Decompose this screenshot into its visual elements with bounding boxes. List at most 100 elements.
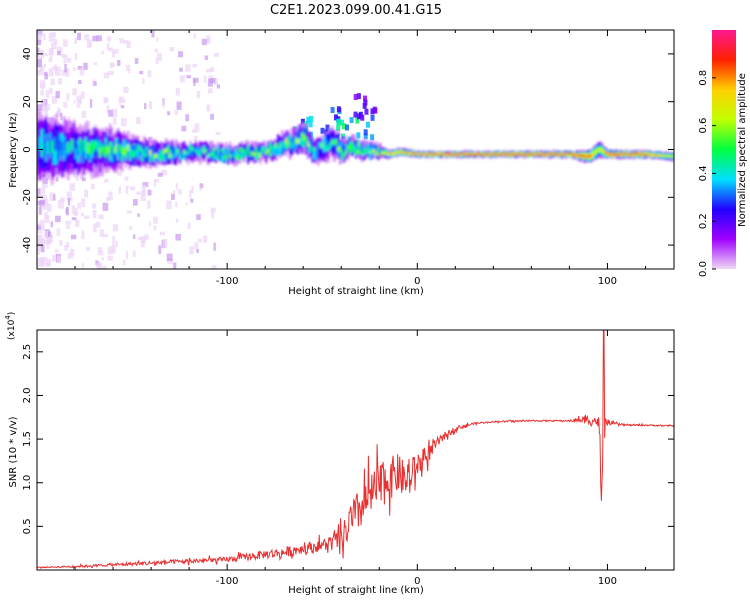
spectral-blob xyxy=(356,93,361,100)
noise-speck xyxy=(48,87,53,94)
noise-speck xyxy=(44,230,49,239)
noise-speck xyxy=(144,103,147,110)
noise-speck xyxy=(109,62,114,69)
noise-speck xyxy=(140,238,145,248)
noise-speck xyxy=(38,243,42,252)
noise-speck xyxy=(210,207,216,213)
noise-speck xyxy=(142,78,145,85)
snr-scale-label: (x104) xyxy=(4,312,17,340)
noise-speck xyxy=(167,258,173,264)
noise-speck xyxy=(126,185,129,189)
noise-speck xyxy=(175,201,178,208)
noise-speck xyxy=(134,58,139,64)
noise-speck xyxy=(71,205,76,214)
noise-speck xyxy=(211,211,215,219)
noise-speck xyxy=(173,262,177,269)
noise-speck xyxy=(92,79,95,87)
noise-speck xyxy=(44,214,50,224)
noise-speck xyxy=(74,52,78,60)
noise-speck xyxy=(186,75,191,79)
noise-speck xyxy=(54,249,59,253)
spectral-blob xyxy=(320,127,325,134)
noise-speck xyxy=(201,38,207,46)
noise-speck xyxy=(75,219,80,228)
spectral-blob xyxy=(363,95,368,102)
noise-speck xyxy=(96,262,101,269)
figure-title: C2E1.2023.099.00.41.G15 xyxy=(270,3,442,18)
noise-speck xyxy=(193,78,196,86)
noise-speck xyxy=(191,185,194,194)
noise-speck xyxy=(175,233,181,241)
noise-speck xyxy=(40,219,45,229)
noise-speck xyxy=(67,116,71,123)
spectral-blob xyxy=(363,133,368,140)
noise-speck xyxy=(137,236,143,241)
noise-speck xyxy=(84,189,89,198)
x-tick-label: 0 xyxy=(414,276,420,287)
noise-speck xyxy=(162,99,165,108)
noise-speck xyxy=(57,199,64,209)
spectral-blob xyxy=(308,121,313,128)
noise-speck xyxy=(174,110,178,115)
noise-speck xyxy=(38,221,42,227)
x-tick-label: 100 xyxy=(598,276,617,287)
noise-speck xyxy=(93,61,98,66)
noise-speck xyxy=(63,55,66,64)
noise-speck xyxy=(42,194,48,200)
y-tick-label: 2.5 xyxy=(22,344,33,360)
noise-speck xyxy=(193,33,196,39)
noise-speck xyxy=(203,75,207,83)
noise-speck xyxy=(102,265,107,269)
noise-speck xyxy=(129,186,136,191)
spectrogram-heatmap xyxy=(37,30,674,269)
noise-speck xyxy=(92,209,97,219)
noise-speck xyxy=(81,230,85,240)
noise-speck xyxy=(89,40,92,48)
snr-series-line xyxy=(37,330,674,570)
noise-speck xyxy=(207,88,213,94)
noise-speck xyxy=(43,53,49,57)
noise-speck xyxy=(101,257,105,261)
noise-speck xyxy=(177,189,182,195)
noise-speck xyxy=(39,65,45,72)
noise-speck xyxy=(38,55,43,60)
noise-speck xyxy=(142,182,149,187)
noise-speck xyxy=(63,101,68,108)
noise-speck xyxy=(179,67,183,72)
noise-speck xyxy=(126,210,132,214)
noise-speck xyxy=(112,235,115,245)
noise-speck xyxy=(77,202,82,209)
noise-speck xyxy=(126,64,130,72)
noise-speck xyxy=(48,58,53,63)
noise-speck xyxy=(37,104,43,111)
noise-speck xyxy=(66,93,70,101)
noise-speck xyxy=(56,255,61,263)
spectrogram-y-label: Frequency (Hz) xyxy=(8,112,19,188)
noise-speck xyxy=(157,53,162,61)
snr-frame xyxy=(36,329,675,571)
noise-speck xyxy=(39,257,45,266)
noise-speck xyxy=(78,95,82,103)
noise-speck xyxy=(199,183,204,189)
noise-speck xyxy=(118,186,121,194)
y-tick-label: 2.0 xyxy=(22,388,33,404)
noise-speck xyxy=(97,250,104,256)
noise-speck xyxy=(185,114,190,122)
noise-speck xyxy=(45,90,50,98)
noise-speck xyxy=(37,69,43,76)
spectral-blob xyxy=(309,115,314,122)
spectral-blob xyxy=(373,107,378,114)
noise-speck xyxy=(147,69,152,78)
spectral-blob xyxy=(364,108,369,115)
noise-speck xyxy=(167,111,171,116)
noise-speck xyxy=(190,198,194,203)
noise-speck xyxy=(78,80,82,85)
noise-speck xyxy=(175,87,180,96)
colorbar: 0.0 0.2 0.4 0.6 0.8 Normalized spectral ampl… xyxy=(698,30,748,277)
noise-speck xyxy=(52,254,57,262)
noise-speck xyxy=(181,125,187,132)
noise-speck xyxy=(59,240,63,246)
snr-ticks: -100 0 100 0.5 1.0 1.5 2.0 2.5 xyxy=(22,330,674,587)
spectral-blob xyxy=(344,124,349,131)
noise-speck xyxy=(197,238,202,243)
